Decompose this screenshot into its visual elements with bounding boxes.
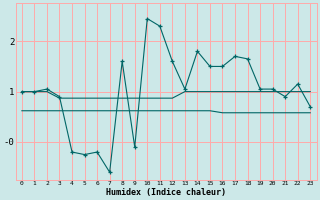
X-axis label: Humidex (Indice chaleur): Humidex (Indice chaleur) <box>106 188 226 197</box>
